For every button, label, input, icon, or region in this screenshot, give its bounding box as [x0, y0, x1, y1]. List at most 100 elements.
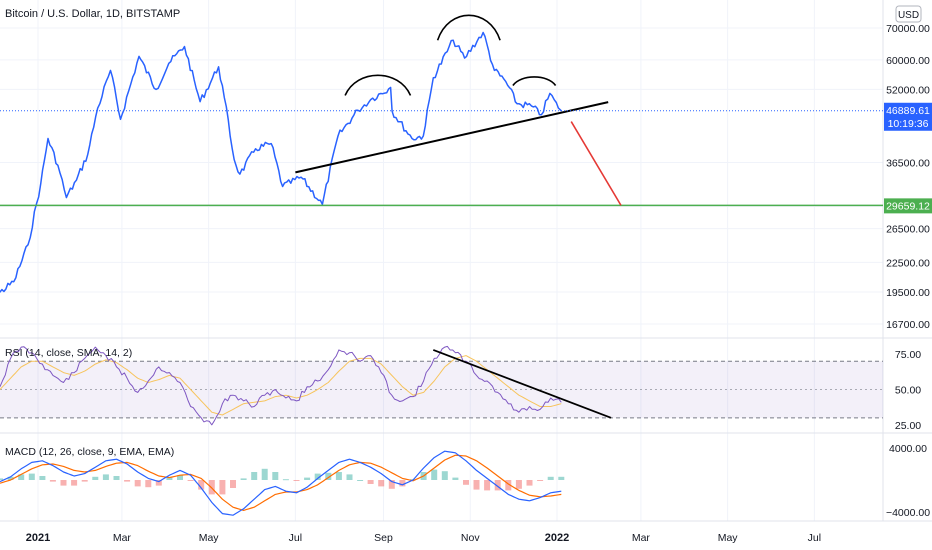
- price-tick-label: 60000.00: [886, 55, 930, 67]
- macd-histogram-bar: [155, 480, 162, 486]
- grid-lines: [0, 0, 883, 521]
- macd-histogram-bar: [261, 468, 268, 480]
- macd-histogram-bar: [18, 474, 25, 480]
- macd-histogram-bar: [388, 480, 395, 489]
- macd-histogram-bar: [113, 476, 120, 480]
- projection-line: [570, 121, 622, 206]
- macd-histogram-bar: [240, 478, 247, 480]
- countdown-value: 10:19:36: [888, 118, 929, 130]
- rsi-tick-label: 75.00: [895, 349, 921, 361]
- price-tick-label: 16700.00: [886, 319, 930, 331]
- macd-histogram-bar: [526, 480, 533, 486]
- macd-histogram-bar: [335, 472, 342, 480]
- rsi-ma-line: [0, 355, 562, 416]
- shoulder-head-arc: [512, 76, 557, 87]
- macd-histogram-bar: [134, 480, 141, 487]
- last-price-value: 46889.61: [886, 105, 930, 117]
- macd-histogram-bar: [431, 469, 438, 480]
- support-price-tag: 29659.12: [884, 198, 932, 214]
- macd-histogram-bar: [558, 476, 565, 480]
- macd-histogram-bar: [463, 480, 469, 485]
- macd-histogram-bar: [230, 480, 236, 488]
- macd-histogram-bar: [145, 480, 152, 488]
- rsi-trendline: [432, 349, 612, 419]
- macd-histogram-bar: [452, 477, 459, 480]
- macd-histogram-bar: [399, 480, 406, 487]
- x-tick-label: Jul: [808, 532, 821, 544]
- macd-histogram-bar: [124, 480, 131, 482]
- macd-histogram-bar: [314, 473, 321, 480]
- x-tick-label: 2021: [26, 532, 50, 544]
- macd-line: [0, 450, 562, 516]
- symbol-title: Bitcoin / U.S. Dollar, 1D, BITSTAMP: [5, 8, 180, 20]
- macd-tick-label: −4000.00: [886, 507, 930, 519]
- annotation-layer: [0, 14, 883, 419]
- macd-legend: MACD (12, 26, close, 9, EMA, EMA): [5, 446, 174, 458]
- macd-histogram-bar: [378, 480, 385, 487]
- currency-button[interactable]: USD: [895, 5, 922, 23]
- macd-histogram: [0, 468, 565, 495]
- macd-histogram-bar: [0, 478, 3, 480]
- rsi-tick-label: 50.00: [895, 385, 921, 397]
- macd-histogram-bar: [60, 480, 67, 486]
- x-tick-label: Nov: [461, 532, 480, 544]
- macd-histogram-bar: [346, 474, 353, 480]
- macd-histogram-bar: [515, 480, 522, 489]
- macd-histogram-bar: [28, 473, 35, 480]
- macd-histogram-bar: [177, 475, 183, 480]
- price-tick-label: 36500.00: [886, 158, 930, 170]
- rsi-legend: RSI (14, close, SMA, 14, 2): [5, 347, 132, 359]
- macd-histogram-bar: [102, 474, 109, 480]
- macd-histogram-bar: [494, 480, 501, 491]
- axis-ticks: 2021 Mar May Jul Sep Nov 2022 Mar May Jul 70000.00…: [26, 23, 930, 544]
- macd-histogram-bar: [166, 477, 173, 480]
- macd-histogram-bar: [473, 480, 480, 490]
- macd-histogram-bar: [304, 477, 311, 480]
- price-tick-label: 70000.00: [886, 23, 930, 35]
- macd-histogram-bar: [441, 471, 448, 480]
- macd-histogram-bar: [81, 480, 88, 482]
- macd-histogram-bar: [92, 476, 99, 480]
- support-price-value: 29659.12: [886, 200, 930, 212]
- x-tick-label: Mar: [113, 532, 132, 544]
- macd-histogram-bar: [357, 480, 364, 481]
- macd-histogram-bar: [219, 480, 226, 495]
- x-tick-label: Jul: [289, 532, 302, 544]
- macd-histogram-bar: [505, 480, 512, 491]
- macd-histogram-bar: [198, 480, 205, 490]
- series-layer: [0, 31, 562, 516]
- macd-histogram-bar: [325, 472, 332, 480]
- macd-histogram-bar: [49, 480, 56, 482]
- price-series-line: [0, 31, 562, 294]
- macd-histogram-bar: [251, 472, 258, 480]
- shoulder-head-arc: [436, 14, 501, 41]
- last-price-tag: 46889.61 10:19:36: [884, 102, 932, 131]
- price-tick-label: 52000.00: [886, 84, 930, 96]
- macd-histogram-bar: [484, 480, 491, 491]
- macd-histogram-bar: [537, 480, 544, 481]
- macd-histogram-bar: [7, 476, 14, 480]
- x-tick-label: Mar: [632, 532, 651, 544]
- currency-label: USD: [898, 10, 919, 21]
- macd-signal-line: [0, 454, 562, 511]
- macd-histogram-bar: [282, 479, 289, 481]
- rsi-tick-label: 25.00: [895, 420, 921, 432]
- shoulder-head-arc: [344, 74, 412, 96]
- macd-histogram-bar: [187, 480, 194, 481]
- macd-tick-label: 4000.00: [889, 443, 927, 455]
- macd-histogram-bar: [39, 476, 46, 480]
- macd-histogram-bar: [367, 480, 374, 484]
- macd-histogram-bar: [293, 480, 300, 481]
- price-tick-label: 26500.00: [886, 224, 930, 236]
- price-tick-label: 22500.00: [886, 257, 930, 269]
- macd-histogram-bar: [547, 476, 554, 480]
- price-tick-label: 19500.00: [886, 287, 930, 299]
- macd-histogram-bar: [71, 480, 78, 486]
- x-tick-label: 2022: [545, 532, 569, 544]
- x-tick-label: May: [199, 532, 220, 544]
- macd-histogram-bar: [272, 472, 279, 480]
- x-tick-label: May: [718, 532, 739, 544]
- x-tick-label: Sep: [374, 532, 393, 544]
- neckline-trendline: [295, 101, 609, 174]
